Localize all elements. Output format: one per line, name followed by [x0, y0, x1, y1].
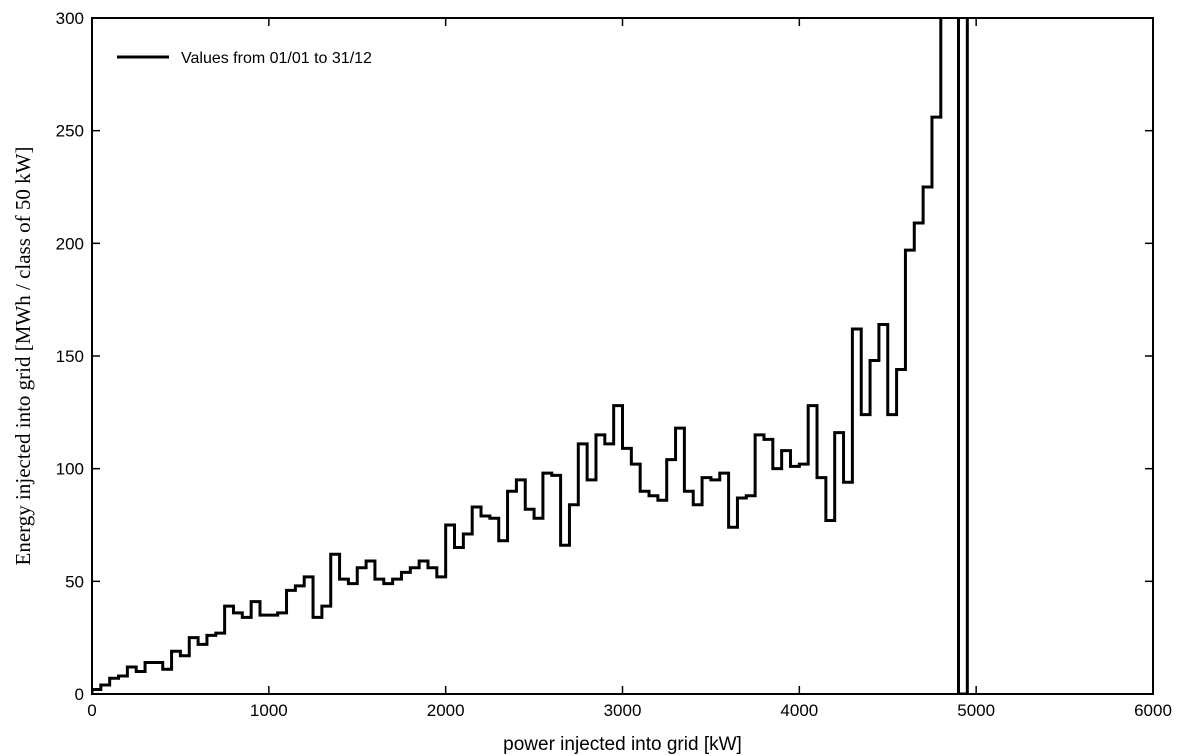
- x-tick-label-3000: 3000: [604, 701, 642, 720]
- plot-frame: [91, 17, 1154, 695]
- legend-label: Values from 01/01 to 31/12: [181, 50, 372, 67]
- y-tick-label-100: 100: [56, 460, 84, 479]
- x-tick-label-1000: 1000: [250, 701, 288, 720]
- y-axis-ticks: 0 50 100 150 200 250 300: [56, 9, 1153, 704]
- series-layer: [92, 18, 968, 694]
- y-tick-label-300: 300: [56, 9, 84, 28]
- y-tick-label-0: 0: [75, 685, 84, 704]
- x-axis-ticks: 0 1000 2000 3000 4000 5000 6000: [87, 18, 1172, 720]
- y-tick-label-250: 250: [56, 122, 84, 141]
- x-tick-label-6000: 6000: [1134, 701, 1172, 720]
- y-tick-label-50: 50: [65, 572, 84, 591]
- x-tick-label-4000: 4000: [780, 701, 818, 720]
- x-axis-title: power injected into grid [kW]: [503, 734, 742, 755]
- plot-area: [91, 17, 1154, 695]
- y-axis-title: Energy injected into grid [MWh / class o…: [11, 147, 35, 566]
- x-tick-label-5000: 5000: [957, 701, 995, 720]
- x-tick-label-2000: 2000: [427, 701, 465, 720]
- y-tick-label-200: 200: [56, 234, 84, 253]
- series-line-0: [92, 18, 968, 694]
- y-tick-label-150: 150: [56, 347, 84, 366]
- x-tick-label-0: 0: [87, 701, 96, 720]
- legend: Values from 01/01 to 31/12: [117, 50, 372, 67]
